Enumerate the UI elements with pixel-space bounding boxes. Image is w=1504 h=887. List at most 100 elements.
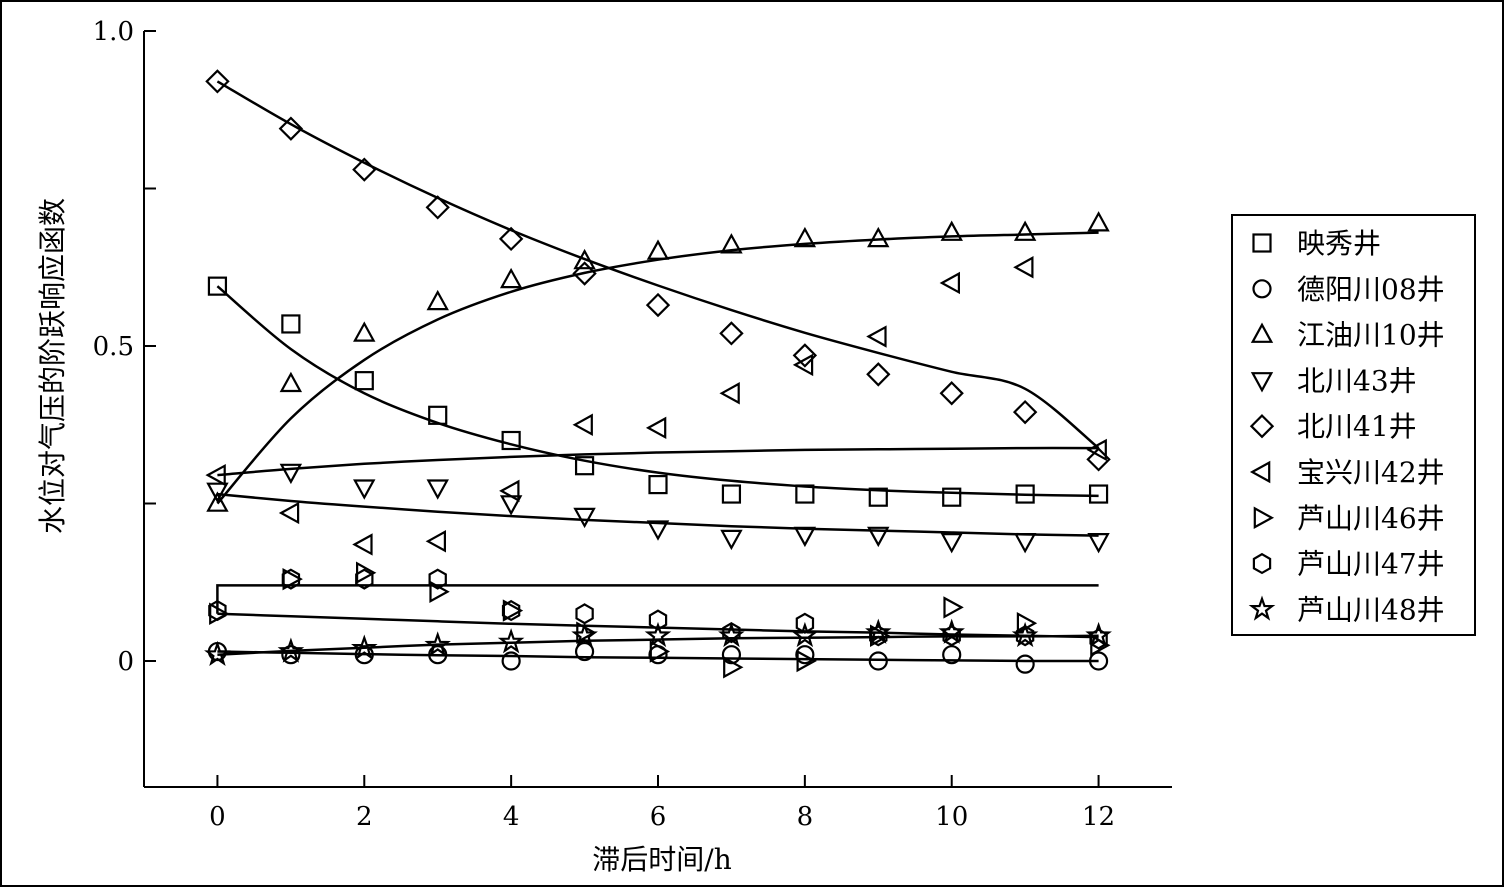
data-point-4-9 xyxy=(866,362,891,387)
data-point-2-5 xyxy=(573,248,596,270)
data-point-4-8 xyxy=(792,343,818,368)
data-point-7-7 xyxy=(722,622,741,644)
data-point-2-7 xyxy=(720,233,743,254)
legend-label-3: 北川43井 xyxy=(1297,364,1417,397)
data-point-4-4 xyxy=(498,226,524,252)
data-point-5-12 xyxy=(1086,438,1107,462)
data-point-7-3 xyxy=(428,568,447,590)
x-tick-label: 10 xyxy=(935,802,968,832)
data-point-5-0 xyxy=(205,463,226,487)
legend-label-8: 芦山川48井 xyxy=(1297,593,1445,626)
data-point-7-8 xyxy=(795,612,815,634)
y-tick-label: 0 xyxy=(117,647,134,677)
data-point-8-8 xyxy=(791,621,819,648)
data-point-3-7 xyxy=(720,529,743,551)
data-point-5-7 xyxy=(719,382,740,405)
data-point-1-9 xyxy=(868,651,888,671)
data-point-5-3 xyxy=(425,530,446,553)
data-point-8-3 xyxy=(424,631,451,657)
data-point-5-11 xyxy=(1013,256,1034,279)
x-axis-title: 滞后时间/h xyxy=(592,843,731,876)
data-point-8-2 xyxy=(351,634,378,660)
legend-label-1: 德阳川08井 xyxy=(1297,273,1445,306)
data-point-7-0 xyxy=(208,599,227,622)
y-axis-title: 水位对气压的阶跃响应函数 xyxy=(36,198,69,534)
data-point-0-11 xyxy=(1015,484,1035,504)
data-point-8-4 xyxy=(497,628,525,654)
data-point-5-9 xyxy=(866,325,887,348)
data-point-6-8 xyxy=(796,649,817,673)
legend-label-0: 映秀井 xyxy=(1297,227,1381,260)
legend-label-6: 芦山川46井 xyxy=(1297,502,1445,535)
data-point-5-1 xyxy=(278,501,300,525)
data-point-2-6 xyxy=(646,239,670,260)
data-point-5-5 xyxy=(572,413,593,436)
legend-marker-7 xyxy=(1252,552,1272,575)
data-point-3-1 xyxy=(279,463,303,485)
data-point-0-2 xyxy=(354,371,374,391)
data-point-3-11 xyxy=(1013,532,1037,554)
data-point-2-12 xyxy=(1087,211,1110,232)
data-point-5-10 xyxy=(939,271,961,295)
x-tick-label: 4 xyxy=(503,802,520,832)
data-point-5-8 xyxy=(792,353,814,377)
data-point-3-8 xyxy=(793,526,817,548)
legend-marker-3 xyxy=(1250,372,1274,393)
data-point-4-5 xyxy=(572,261,597,286)
fit-line-0 xyxy=(216,285,1099,498)
data-point-0-3 xyxy=(428,405,448,425)
data-point-0-5 xyxy=(574,456,595,476)
data-point-4-0 xyxy=(205,69,230,94)
legend-marker-0 xyxy=(1252,233,1272,253)
data-point-0-1 xyxy=(281,314,301,334)
data-point-0-12 xyxy=(1088,484,1109,504)
data-point-1-7 xyxy=(721,645,742,665)
axes: 0 2 4 6 8 10 12 0 0.5 1.0 xyxy=(93,17,1172,832)
legend-marker-8 xyxy=(1248,595,1276,621)
data-point-7-1 xyxy=(281,568,301,590)
x-tick-label: 2 xyxy=(356,802,373,832)
data-point-4-1 xyxy=(278,116,304,141)
data-point-0-4 xyxy=(501,430,521,451)
x-tick-label: 8 xyxy=(797,802,814,832)
data-point-6-7 xyxy=(723,656,744,679)
legend-marker-4 xyxy=(1249,414,1275,439)
data-point-8-0 xyxy=(204,640,231,666)
data-point-1-2 xyxy=(354,645,374,665)
data-point-2-9 xyxy=(867,226,890,248)
data-point-5-6 xyxy=(645,416,667,440)
data-point-3-10 xyxy=(940,532,963,554)
data-point-0-9 xyxy=(868,487,888,507)
legend-marker-2 xyxy=(1250,322,1274,343)
data-point-2-10 xyxy=(940,220,963,241)
data-point-0-0 xyxy=(207,276,228,296)
data-point-3-12 xyxy=(1087,532,1110,554)
data-point-7-4 xyxy=(501,599,521,622)
legend-label-7: 芦山川47井 xyxy=(1297,548,1445,581)
data-point-4-2 xyxy=(352,157,377,182)
data-point-2-1 xyxy=(279,371,303,393)
data-point-8-1 xyxy=(277,637,305,663)
legend-label-4: 北川41井 xyxy=(1297,410,1417,443)
y-tick-label: 1.0 xyxy=(93,17,134,47)
data-point-3-3 xyxy=(426,479,449,500)
legend-marker-5 xyxy=(1249,460,1271,484)
data-point-2-11 xyxy=(1013,220,1037,241)
legend-label-5: 宝兴川42井 xyxy=(1297,456,1445,489)
data-point-8-6 xyxy=(644,621,672,648)
data-point-3-0 xyxy=(206,482,229,503)
y-tick-label: 0.5 xyxy=(93,332,134,362)
legend-label-2: 江油川10井 xyxy=(1297,319,1445,352)
data-point-8-11 xyxy=(1011,621,1039,648)
data-point-7-6 xyxy=(648,609,668,631)
data-point-1-1 xyxy=(281,645,301,665)
data-point-0-8 xyxy=(795,484,815,504)
data-point-7-11 xyxy=(1015,625,1035,647)
data-point-4-11 xyxy=(1012,399,1038,425)
data-point-4-7 xyxy=(719,321,744,346)
data-point-4-10 xyxy=(939,381,964,406)
data-point-8-9 xyxy=(865,618,892,644)
data-point-3-2 xyxy=(353,479,376,500)
data-point-6-6 xyxy=(649,640,671,663)
